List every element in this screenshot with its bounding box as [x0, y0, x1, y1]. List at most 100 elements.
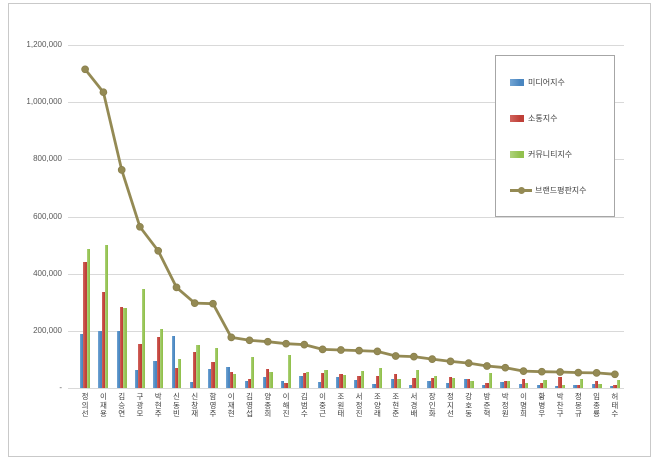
line-marker — [337, 346, 345, 354]
bar — [134, 369, 139, 388]
line-marker — [446, 357, 455, 366]
line-marker — [245, 336, 254, 345]
legend-item-brand-reputation-index: 브랜드평판지수 — [510, 185, 610, 196]
line-marker — [373, 347, 382, 356]
bar — [372, 383, 376, 388]
gridline — [68, 330, 624, 332]
bar — [412, 378, 416, 388]
bar — [379, 367, 383, 388]
bar — [269, 371, 273, 388]
bar — [354, 380, 358, 388]
line-marker — [117, 166, 126, 174]
bar — [208, 369, 212, 388]
y-tick-label: 1,200,000 — [26, 40, 62, 49]
bar — [561, 384, 566, 388]
line-marker — [391, 352, 400, 360]
line-marker — [556, 368, 564, 376]
bar — [193, 352, 197, 388]
bar — [360, 370, 365, 388]
line-marker — [519, 367, 528, 375]
line-marker — [355, 346, 363, 355]
line-marker — [136, 222, 144, 231]
brand-index-line-swatch-icon — [510, 186, 532, 195]
bar — [178, 359, 182, 388]
bar — [247, 378, 252, 388]
bar — [232, 374, 237, 388]
gridline — [68, 45, 624, 46]
bar — [555, 386, 559, 388]
bar — [463, 378, 468, 388]
legend-label: 미디어지수 — [528, 77, 565, 87]
bar — [83, 262, 87, 388]
bar — [251, 356, 255, 388]
bar — [317, 382, 321, 388]
legend-item-communication-index: 소통지수 — [510, 113, 610, 124]
gridline — [68, 102, 624, 104]
legend-label: 소통지수 — [528, 113, 558, 123]
line-marker — [282, 339, 290, 348]
bar — [196, 345, 200, 388]
line-marker — [99, 88, 108, 97]
line-marker — [81, 65, 89, 74]
bar — [482, 385, 486, 388]
y-tick-label: - — [59, 383, 62, 392]
bar — [598, 383, 602, 388]
bar — [189, 381, 194, 388]
bar — [266, 368, 270, 388]
bar — [339, 374, 343, 388]
bar — [430, 378, 434, 388]
bar — [488, 373, 492, 388]
line-marker — [190, 299, 199, 307]
legend-item-community-index: 커뮤니티지수 — [510, 149, 610, 160]
bar — [171, 335, 175, 388]
line-marker — [209, 299, 217, 308]
bar — [86, 249, 91, 388]
bar — [445, 382, 449, 388]
bar — [536, 384, 541, 388]
bar — [211, 362, 215, 388]
bar — [375, 376, 380, 388]
legend-label: 브랜드평판지수 — [535, 185, 587, 195]
bar — [305, 371, 310, 388]
bar — [159, 329, 164, 388]
bar — [540, 383, 544, 388]
gridline — [68, 273, 624, 275]
bar — [138, 343, 142, 388]
bar — [342, 374, 346, 388]
bar — [262, 377, 267, 388]
bar — [609, 385, 614, 388]
bar — [174, 367, 179, 388]
line-marker — [464, 359, 473, 367]
bar — [80, 333, 84, 388]
legend: 미디어지수 소통지수 커뮤니티지수 브랜드평판지수 — [495, 55, 615, 217]
bar — [470, 381, 474, 388]
line-marker — [574, 368, 583, 377]
bar — [573, 384, 577, 388]
bar — [518, 384, 522, 388]
bar — [98, 330, 102, 388]
line-marker — [227, 333, 236, 342]
legend-label: 커뮤니티지수 — [528, 149, 573, 159]
bar — [116, 331, 121, 388]
